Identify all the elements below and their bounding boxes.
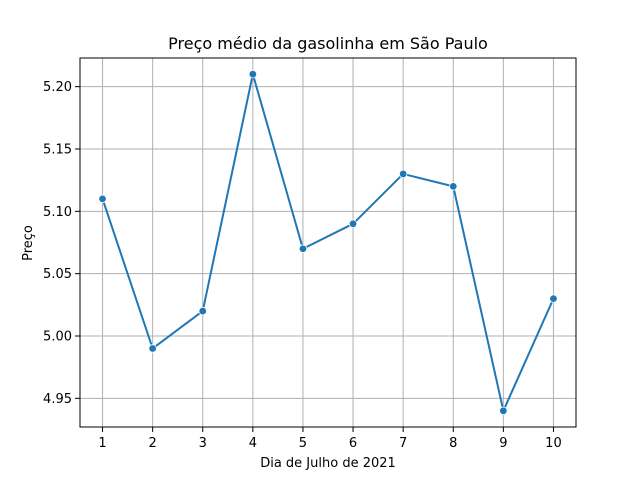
x-tick-label: 8 bbox=[449, 436, 457, 451]
grid bbox=[80, 58, 576, 427]
plot-area bbox=[80, 58, 576, 427]
x-tick-label: 4 bbox=[249, 436, 257, 451]
x-axis: 1 2 3 4 5 6 7 8 9 10 bbox=[98, 427, 562, 451]
data-point bbox=[398, 169, 408, 179]
x-axis-label: Dia de Julho de 2021 bbox=[260, 456, 396, 471]
x-tick-label: 5 bbox=[299, 436, 307, 451]
series-line bbox=[101, 73, 555, 412]
x-tick-label: 6 bbox=[349, 436, 357, 451]
data-point bbox=[549, 294, 558, 303]
y-tick-label: 4.95 bbox=[43, 392, 72, 407]
data-point bbox=[298, 244, 308, 253]
x-tick-label: 10 bbox=[545, 436, 562, 451]
data-point bbox=[98, 194, 107, 204]
y-tick-label: 5.10 bbox=[43, 205, 72, 220]
x-tick-label: 3 bbox=[199, 436, 207, 451]
data-point bbox=[499, 406, 508, 415]
y-axis-label: Preço bbox=[21, 225, 36, 261]
series-layer bbox=[98, 70, 558, 415]
x-tick-label: 2 bbox=[149, 436, 157, 451]
data-point bbox=[198, 306, 207, 316]
data-point bbox=[449, 182, 458, 191]
y-axis: 4.95 5.00 5.05 5.10 5.15 5.20 bbox=[43, 80, 80, 407]
x-tick-label: 7 bbox=[399, 436, 407, 451]
data-point bbox=[148, 344, 157, 353]
data-point bbox=[248, 70, 258, 79]
chart-title: Preço médio da gasolinha em São Paulo bbox=[168, 34, 488, 53]
x-tick-label: 1 bbox=[98, 436, 106, 451]
y-tick-label: 5.00 bbox=[43, 329, 72, 344]
data-point bbox=[348, 219, 358, 229]
y-tick-label: 5.05 bbox=[43, 267, 72, 282]
x-tick-label: 9 bbox=[499, 436, 507, 451]
y-tick-label: 5.20 bbox=[43, 80, 72, 95]
plot-frame bbox=[79, 57, 577, 428]
y-tick-label: 5.15 bbox=[43, 143, 72, 158]
